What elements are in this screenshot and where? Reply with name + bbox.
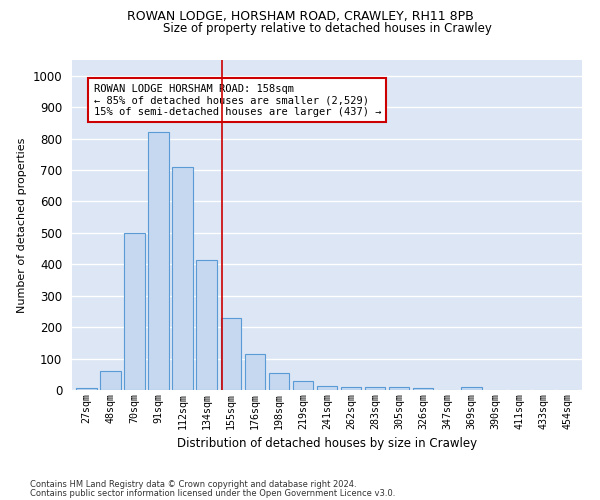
Bar xyxy=(196,260,217,390)
Bar xyxy=(389,388,409,390)
Bar xyxy=(100,371,121,390)
X-axis label: Distribution of detached houses by size in Crawley: Distribution of detached houses by size … xyxy=(177,437,477,450)
Bar xyxy=(245,354,265,390)
Bar xyxy=(293,380,313,390)
Bar xyxy=(365,388,385,390)
Bar xyxy=(172,167,193,390)
Text: ROWAN LODGE HORSHAM ROAD: 158sqm
← 85% of detached houses are smaller (2,529)
15: ROWAN LODGE HORSHAM ROAD: 158sqm ← 85% o… xyxy=(94,84,381,117)
Bar xyxy=(269,372,289,390)
Text: ROWAN LODGE, HORSHAM ROAD, CRAWLEY, RH11 8PB: ROWAN LODGE, HORSHAM ROAD, CRAWLEY, RH11… xyxy=(127,10,473,23)
Text: Contains public sector information licensed under the Open Government Licence v3: Contains public sector information licen… xyxy=(30,489,395,498)
Bar xyxy=(317,386,337,390)
Bar xyxy=(341,387,361,390)
Bar xyxy=(461,387,482,390)
Bar xyxy=(221,318,241,390)
Bar xyxy=(76,388,97,390)
Bar xyxy=(148,132,169,390)
Y-axis label: Number of detached properties: Number of detached properties xyxy=(17,138,27,312)
Text: Contains HM Land Registry data © Crown copyright and database right 2024.: Contains HM Land Registry data © Crown c… xyxy=(30,480,356,489)
Bar xyxy=(124,233,145,390)
Title: Size of property relative to detached houses in Crawley: Size of property relative to detached ho… xyxy=(163,22,491,35)
Bar xyxy=(413,388,433,390)
